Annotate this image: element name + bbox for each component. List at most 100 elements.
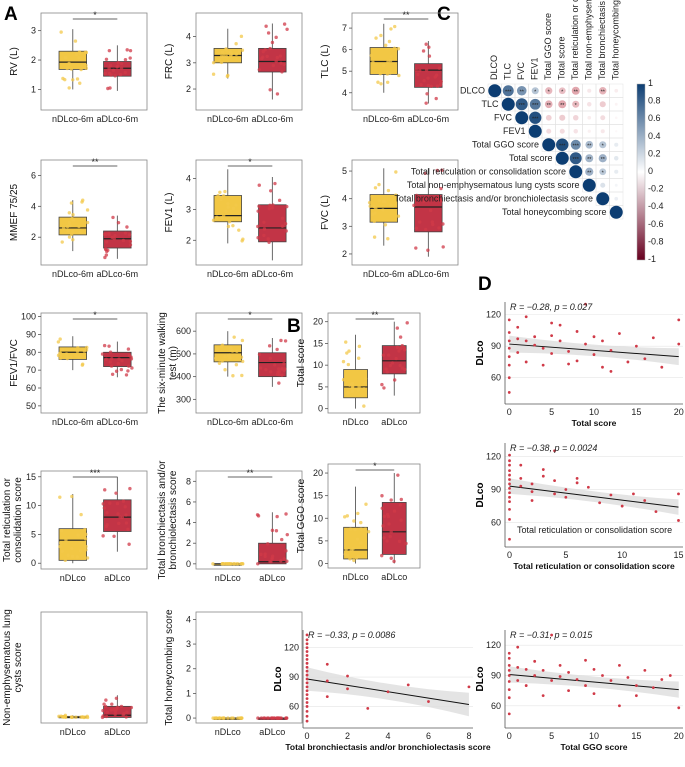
data-point (507, 680, 511, 683)
data-point (348, 527, 353, 531)
data-point (71, 213, 75, 217)
data-point (223, 368, 227, 372)
x-tick-label: 5 (549, 731, 554, 741)
correlation-circle (599, 168, 607, 176)
data-point (280, 70, 284, 74)
column-label: FEV1 (529, 57, 539, 80)
data-point (592, 692, 596, 696)
data-point (388, 58, 393, 63)
y-tick-label: 5 (342, 166, 347, 176)
data-point (654, 510, 658, 513)
data-point (507, 696, 511, 700)
data-point (383, 223, 388, 227)
data-point (584, 302, 587, 306)
data-point (64, 352, 69, 356)
data-point (550, 334, 554, 338)
data-point (61, 226, 66, 230)
plot-frame (40, 611, 148, 724)
data-point (104, 524, 109, 529)
data-point (75, 349, 80, 354)
data-point (530, 490, 534, 494)
data-point (68, 223, 72, 228)
data-point (402, 348, 407, 352)
data-point (421, 49, 426, 53)
data-point (392, 378, 397, 382)
data-point (272, 363, 277, 367)
data-point (266, 716, 271, 720)
data-point (256, 236, 260, 240)
data-point (101, 708, 105, 713)
data-point (508, 507, 511, 511)
y-tick-label: 0 (318, 558, 323, 568)
x-tick-label: aDLco (259, 573, 285, 583)
y-tick-label: 6 (342, 45, 347, 55)
data-point (58, 337, 62, 341)
data-point (123, 70, 127, 75)
data-point (374, 36, 378, 40)
data-point (426, 76, 430, 80)
data-point (362, 404, 366, 408)
y-tick-label: 120 (284, 643, 299, 653)
x-tick-label: nDLco-6m (207, 114, 249, 124)
data-point (305, 709, 309, 713)
data-point (575, 678, 579, 681)
data-point (79, 67, 83, 72)
data-point (236, 562, 240, 566)
data-point (258, 366, 263, 370)
data-point (435, 168, 440, 173)
data-point (426, 83, 431, 88)
data-point (393, 24, 397, 29)
significance-marker: * (93, 310, 97, 320)
x-tick-label: 2 (345, 731, 350, 741)
data-point (116, 60, 120, 65)
correlation-circle (587, 88, 592, 93)
scatter-d_ggo: 60 90 120 0 5 10 15 20 R = −0.31, p = 0.015 Total… (475, 630, 684, 752)
data-point (284, 716, 288, 720)
data-point (101, 534, 105, 538)
data-point (414, 68, 418, 72)
data-point (261, 55, 265, 59)
correlation-circle (614, 102, 618, 106)
legend-tick: 0.2 (648, 148, 661, 158)
data-point (282, 557, 286, 561)
data-point (277, 381, 281, 385)
data-point (77, 224, 81, 229)
data-point (541, 474, 545, 478)
data-point (392, 509, 397, 513)
y-tick-label: 6 (186, 497, 191, 507)
data-point (677, 342, 681, 346)
data-point (79, 541, 83, 545)
data-point (439, 186, 443, 191)
data-point (508, 478, 511, 481)
data-point (541, 363, 545, 367)
y-tick-label: 120 (486, 451, 501, 461)
y-tick-label: 1 (186, 688, 191, 698)
y-tick-label: 10 (313, 360, 323, 370)
x-tick-label: 20 (674, 407, 684, 417)
column-label: Total GGO score (543, 13, 553, 80)
data-point (100, 352, 105, 356)
data-point (424, 68, 429, 72)
row-label: DLCO (460, 85, 485, 95)
data-point (363, 376, 368, 381)
data-point (280, 366, 284, 371)
correlation-circle (585, 167, 594, 176)
box-aDLco-6m (258, 47, 287, 73)
data-point (234, 52, 239, 56)
x-tick-label: nDLco-6m (207, 269, 249, 279)
data-point (115, 65, 119, 69)
y-tick-label: 60 (491, 701, 501, 711)
data-point (72, 218, 76, 222)
y-tick-label: 4 (186, 518, 191, 528)
matrix-cell (609, 205, 624, 220)
data-point (127, 353, 132, 358)
data-point (79, 512, 83, 517)
correlation-circle (614, 196, 619, 201)
data-point (123, 58, 128, 62)
data-point (59, 30, 63, 34)
data-point (416, 72, 420, 77)
y-tick-label: 2 (186, 235, 191, 245)
data-point (240, 359, 245, 364)
data-point (567, 350, 570, 353)
